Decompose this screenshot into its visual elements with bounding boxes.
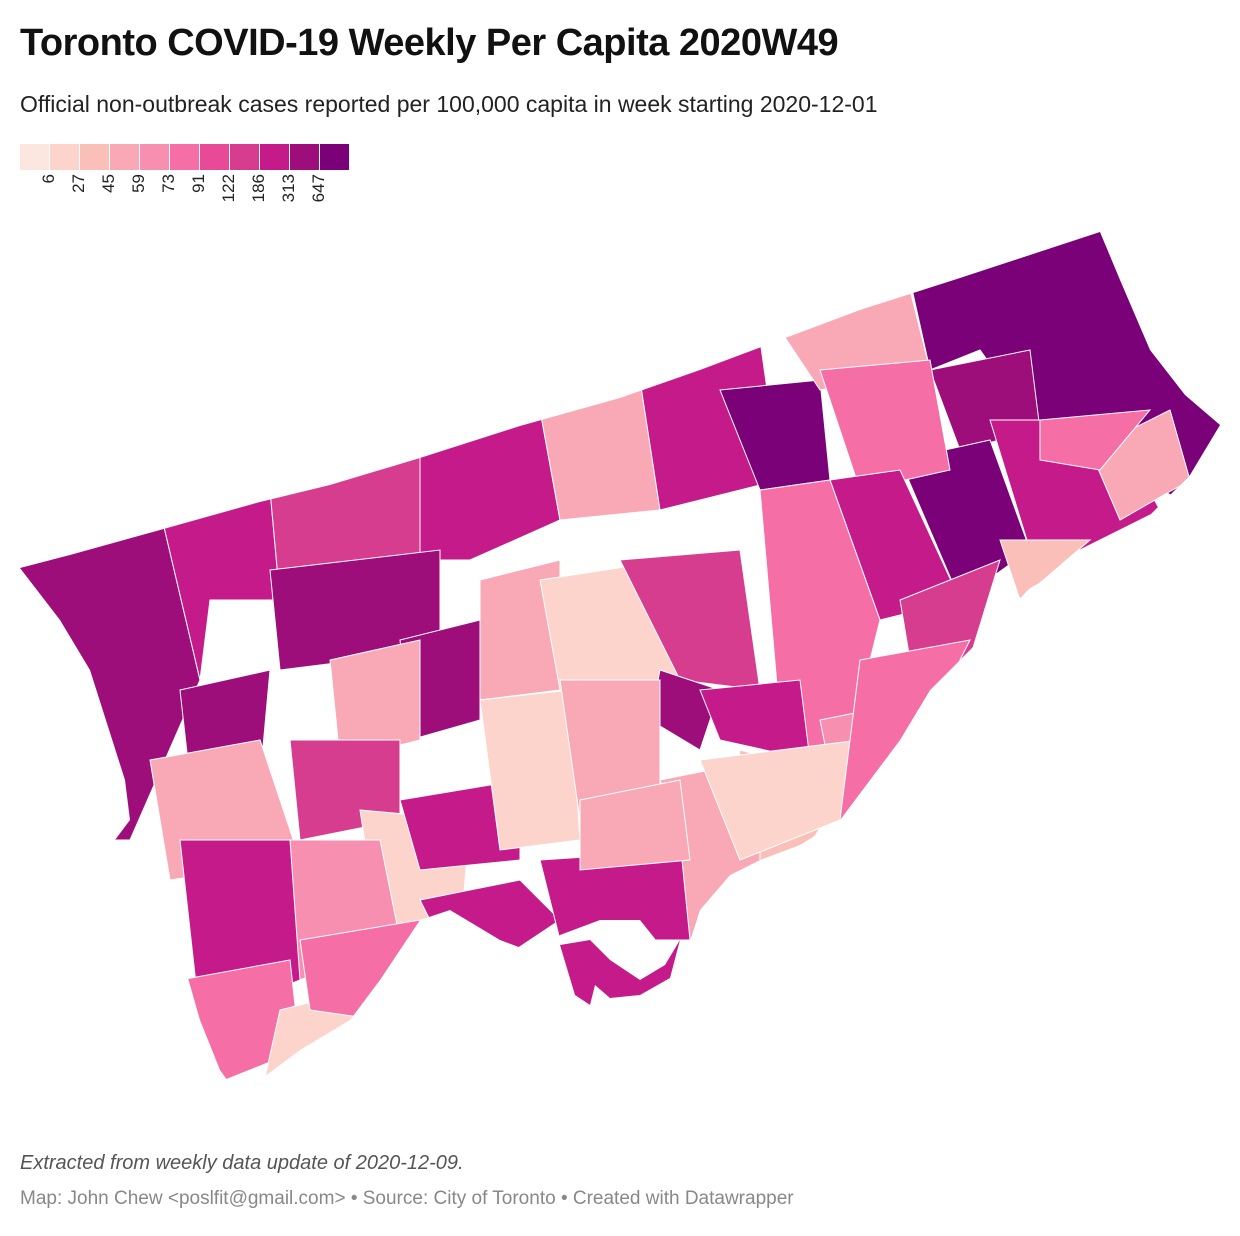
legend-swatch [200,144,229,170]
legend-swatch [50,144,79,170]
chart-subtitle: Official non-outbreak cases reported per… [20,91,878,117]
legend-swatch [20,144,49,170]
legend-tick-label: 647 [309,174,328,203]
legend-tick-label: 186 [249,174,268,203]
legend-tick-label: 59 [129,174,148,193]
toronto-neighbourhood-map [20,232,1220,1098]
footer-credit: Map: John Chew <poslfit@gmail.com> • Sou… [20,1188,794,1209]
legend-tick-label: 45 [99,174,118,193]
color-legend: 6 27 45 59 73 91 122 186 313 647 [20,144,350,230]
legend-swatch [230,144,259,170]
legend-tick-label: 91 [189,174,208,193]
legend-tick-label: 6 [39,174,58,184]
legend-tick-label: 73 [159,174,178,193]
footer-note: Extracted from weekly data update of 202… [20,1152,464,1174]
legend-swatch [80,144,109,170]
legend-tick-label: 122 [219,174,238,203]
legend-swatch [290,144,319,170]
legend-swatch [260,144,289,170]
legend-tick-label: 27 [69,174,88,193]
legend-swatch [170,144,199,170]
legend-swatches [20,144,350,170]
legend-swatch [140,144,169,170]
legend-swatch [320,144,349,170]
toronto-islands [560,940,680,1005]
legend-tick-label: 313 [279,174,298,203]
chart-title: Toronto COVID-19 Weekly Per Capita 2020W… [20,22,839,64]
legend-swatch [110,144,139,170]
